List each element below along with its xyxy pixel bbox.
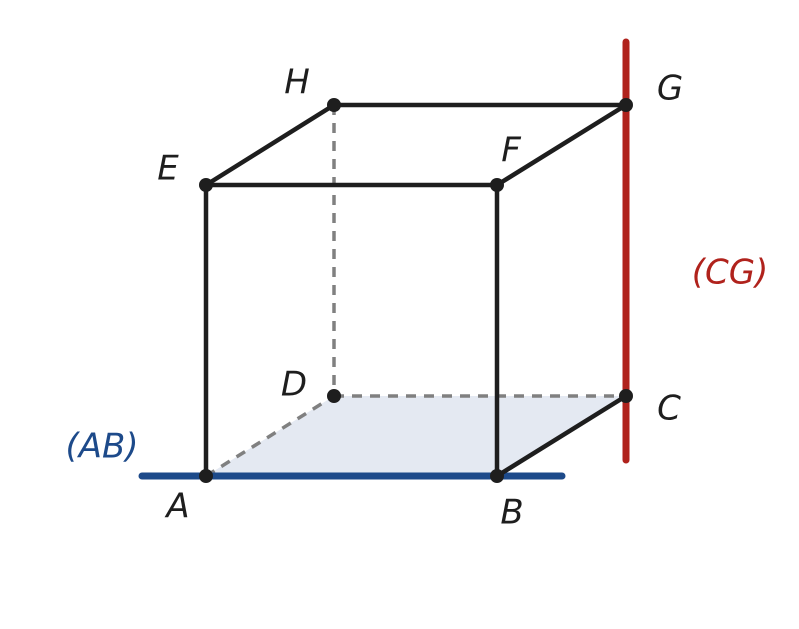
vertex-label: A [164, 487, 189, 527]
edge [494, 102, 629, 188]
vertex [327, 98, 341, 112]
vertex [199, 469, 213, 483]
vertex [199, 178, 213, 192]
vertex-label: H [284, 63, 310, 103]
hidden-edge [205, 394, 335, 478]
edge [494, 393, 629, 479]
base-face [206, 396, 626, 476]
vertex [490, 178, 504, 192]
vertex-label: G [657, 69, 683, 109]
edge [203, 102, 337, 188]
vertex [619, 389, 633, 403]
vertex [327, 389, 341, 403]
vertex-label: F [501, 131, 521, 171]
vertex-label: D [281, 365, 307, 405]
vertex-label: B [500, 493, 523, 533]
line-label: (CG) [692, 253, 769, 293]
line-label: (AB) [65, 427, 138, 467]
vertex [490, 469, 504, 483]
vertex [619, 98, 633, 112]
vertex-label: C [657, 389, 681, 429]
vertex-label: E [157, 149, 179, 189]
